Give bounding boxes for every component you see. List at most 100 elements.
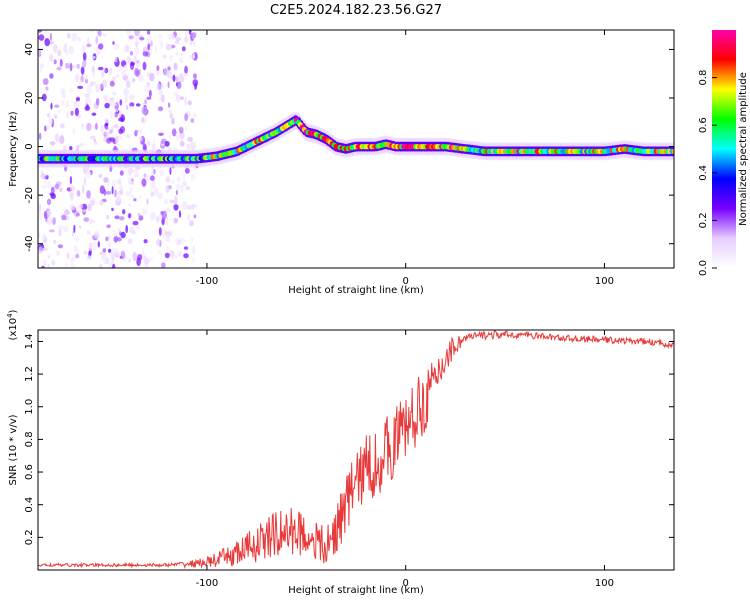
spectrogram-frame — [37, 29, 675, 269]
spectrogram-cell — [187, 214, 190, 221]
spectrogram-cell — [90, 219, 95, 223]
spectrogram-cell — [158, 227, 162, 236]
spectrogram-cell — [74, 107, 79, 117]
spectrogram-cell — [184, 65, 188, 74]
spectrogram-cell — [128, 213, 131, 219]
spectrogram-cell — [59, 58, 63, 67]
spectrogram-ytick-label: -20 — [24, 187, 35, 203]
spectrogram-cell — [94, 141, 98, 146]
spectrogram-cell — [138, 74, 144, 82]
spectrogram-cell — [171, 251, 175, 260]
spectrogram-cell — [137, 253, 143, 261]
spectrogram-cell — [125, 225, 129, 234]
spectrogram-cell — [176, 81, 182, 90]
spectrogram-cell — [100, 124, 104, 134]
spectrogram-cell — [135, 130, 139, 134]
spectrogram-cell — [92, 55, 96, 60]
spectrogram-cell — [176, 132, 179, 141]
spectrogram-cell — [184, 96, 187, 106]
spectrogram-cell — [189, 220, 194, 227]
spectrogram-cell — [153, 137, 156, 146]
spectrogram-cell — [173, 195, 178, 205]
spectrogram-cell — [156, 238, 161, 246]
spectrogram-cell — [86, 84, 92, 94]
spectrogram-cell — [119, 99, 123, 106]
spectrogram-cell — [101, 69, 105, 78]
snr-ylabel: SNR (10 * v/v) — [8, 414, 19, 485]
spectrogram-cell — [107, 180, 111, 186]
spectrogram-cell — [165, 217, 169, 226]
spectrogram-cell — [161, 94, 165, 103]
spectrogram-cell — [111, 207, 114, 212]
spectrogram-cell — [67, 32, 71, 39]
spectrogram-cell — [179, 96, 184, 101]
spectrogram-cell — [103, 117, 109, 124]
spectrogram-cell — [146, 36, 152, 45]
spectrogram-cell — [69, 185, 76, 192]
spectrogram-cell — [149, 175, 155, 181]
spectrogram-cell — [58, 228, 62, 237]
spectrogram-cell — [63, 225, 69, 233]
spectrogram-cell — [68, 45, 75, 55]
spectrogram-cell — [111, 186, 114, 195]
colorbar-label: Normalized spectral amplitude — [738, 72, 749, 226]
spectrogram-cell — [108, 67, 113, 76]
spectrogram-cell — [41, 185, 47, 189]
spectrogram-cell — [134, 68, 140, 77]
spectrogram-cell — [113, 123, 119, 129]
snr-ytick-label: 0.2 — [24, 529, 35, 545]
spectrogram-cell — [150, 191, 154, 197]
snr-ytick-label: 1.2 — [24, 366, 35, 382]
spectrogram-cell — [82, 52, 87, 61]
spectrogram-xtick-label: 100 — [595, 276, 614, 287]
spectrogram-cell — [169, 199, 175, 204]
spectrogram-cell — [78, 225, 82, 229]
spectrogram-cell — [143, 239, 148, 244]
spectrogram-cell — [118, 216, 125, 221]
spectrogram-cell — [185, 186, 189, 191]
spectrogram-ytick-label: 40 — [24, 43, 35, 56]
spectrogram-cell — [117, 237, 122, 242]
spectrogram-cell — [173, 217, 179, 224]
spectrogram-cell — [38, 211, 43, 220]
spectrogram-cell — [79, 80, 83, 84]
spectrogram-cell — [118, 184, 123, 191]
snr-xtick-label: 0 — [403, 578, 409, 589]
colorbar-bar — [712, 30, 736, 268]
spectrogram-cell — [153, 187, 159, 197]
spectrogram-cell — [106, 138, 112, 144]
spectrogram-cell — [176, 94, 181, 103]
spectrogram-cell — [177, 239, 181, 245]
spectrogram-cell — [161, 138, 167, 143]
spectrogram-cell — [59, 123, 65, 129]
spectrogram-cell — [167, 102, 171, 108]
spectrogram-cell — [151, 168, 155, 176]
spectrogram-cell — [83, 250, 88, 255]
snr-panel: -100 0 100 0.2 0.4 0.6 0.8 1.0 1.2 1.4 Height of … — [6, 309, 675, 596]
spectrogram-cell — [135, 224, 141, 230]
spectrogram-cell — [59, 135, 65, 145]
spectrogram-cell — [47, 263, 50, 268]
spectrogram-cell — [171, 117, 175, 125]
spectrogram-cell — [123, 64, 128, 73]
spectrogram-cell — [38, 132, 42, 140]
spectrogram-cell — [114, 57, 118, 63]
spectrogram-cell — [53, 114, 58, 119]
spectrogram-cell — [105, 125, 109, 131]
spectrogram-cell — [112, 179, 117, 188]
spectrogram-cell — [166, 244, 169, 252]
spectrogram-cell — [59, 187, 63, 193]
spectrogram-cell — [77, 85, 84, 89]
spectrogram-cell — [158, 132, 164, 136]
spectrogram-cell — [73, 104, 80, 109]
spectrogram-cell — [89, 81, 95, 87]
spectrogram-cell — [190, 118, 194, 123]
colorbar-tick-label: 0.2 — [698, 212, 709, 228]
spectrogram-cell — [186, 144, 192, 150]
spectrogram-cell — [156, 65, 160, 72]
spectrogram-cell — [114, 247, 120, 257]
spectrogram-cell — [124, 133, 131, 139]
spectrogram-axes: -100 0 100 -40 -20 0 20 40 — [24, 30, 674, 287]
spectrogram-cell — [60, 99, 65, 106]
spectrogram-cell — [192, 255, 195, 264]
